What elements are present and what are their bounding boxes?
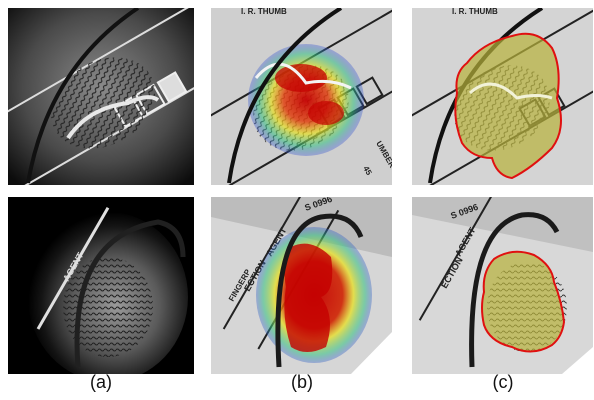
mask-top-header-text: I. R. THUMB	[452, 8, 498, 16]
caption-a: (a)	[90, 372, 112, 392]
panel-top-input	[8, 8, 194, 185]
panel-bottom-heatmap: S 0996 ECTION FINGERP AGENT	[211, 197, 392, 374]
panel-bottom-input: AGENT	[8, 197, 194, 374]
top-header-text: I. R. THUMB	[241, 8, 287, 16]
panel-bottom-mask: S 0996 ECTION AGENT	[412, 197, 593, 374]
caption-c: (c)	[492, 372, 514, 392]
panel-top-mask: I. R. THUMB	[412, 8, 593, 185]
panel-top-heatmap: I. R. THUMB UMBER 45	[211, 8, 392, 185]
segmentation-mask-top	[454, 32, 562, 180]
segmentation-mask-bottom	[481, 250, 566, 353]
caption-b: (b)	[291, 372, 313, 392]
